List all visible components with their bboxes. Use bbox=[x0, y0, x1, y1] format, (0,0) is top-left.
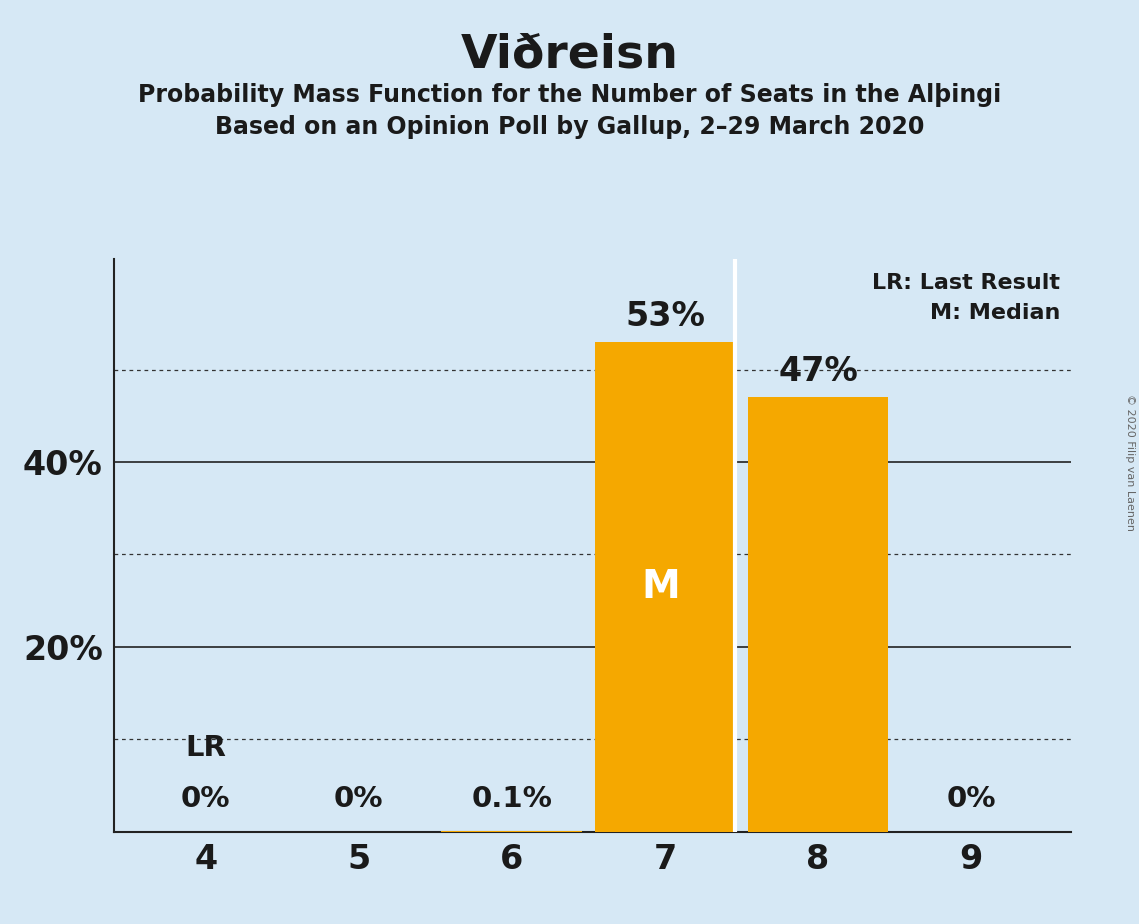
Bar bbox=[747, 397, 888, 832]
Text: 47%: 47% bbox=[778, 355, 858, 388]
Text: 0%: 0% bbox=[334, 785, 384, 813]
Text: 0%: 0% bbox=[947, 785, 995, 813]
Text: 0%: 0% bbox=[181, 785, 230, 813]
Text: 53%: 53% bbox=[625, 299, 705, 333]
Text: © 2020 Filip van Laenen: © 2020 Filip van Laenen bbox=[1125, 394, 1134, 530]
Text: M: Median: M: Median bbox=[929, 303, 1060, 323]
Text: LR: Last Result: LR: Last Result bbox=[872, 273, 1060, 293]
Text: 0.1%: 0.1% bbox=[472, 785, 552, 813]
Bar bbox=[595, 342, 736, 832]
Text: Based on an Opinion Poll by Gallup, 2–29 March 2020: Based on an Opinion Poll by Gallup, 2–29… bbox=[215, 115, 924, 139]
Text: Viðreisn: Viðreisn bbox=[460, 32, 679, 78]
Text: M: M bbox=[641, 567, 680, 606]
Text: LR: LR bbox=[186, 735, 227, 762]
Bar bbox=[442, 831, 582, 832]
Text: Probability Mass Function for the Number of Seats in the Alþingi: Probability Mass Function for the Number… bbox=[138, 83, 1001, 107]
